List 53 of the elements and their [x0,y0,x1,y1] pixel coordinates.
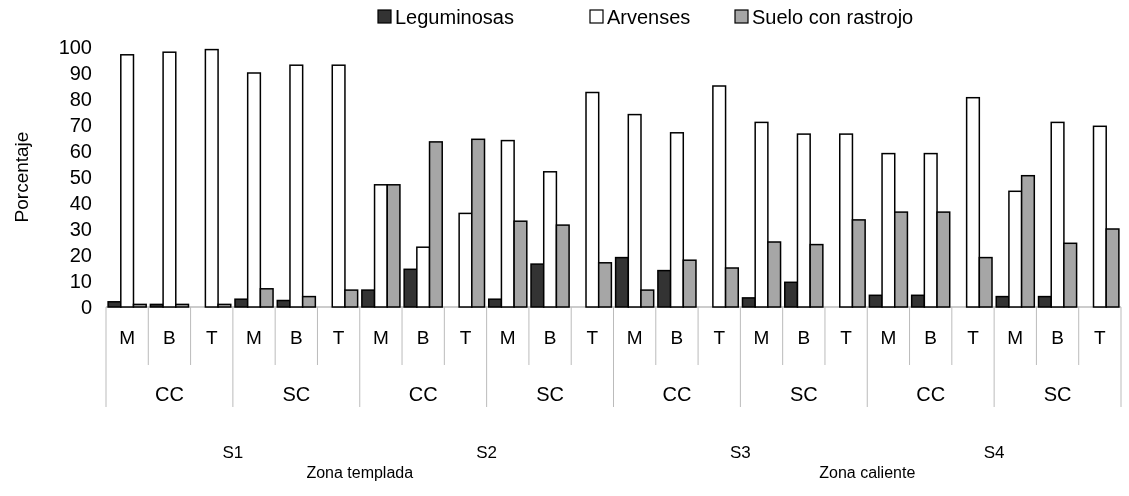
x-tick-label: M [499,327,516,348]
legend-label: Arvenses [607,6,691,28]
y-tick-label: 90 [69,62,92,84]
x-tick-label: M [246,327,262,348]
text: CC [154,383,184,405]
y-tick-label: 80 [69,88,92,110]
y-tick-label: 10 [69,270,92,292]
x-tick-label: B [797,327,811,348]
x-tick-label: B [1051,327,1064,348]
y-tick-label: 40 [69,192,92,214]
x-tick-label: M [626,327,643,348]
text: Zona caliente [819,464,916,481]
y-tick-label: 30 [69,218,92,240]
x-tick-label: T [205,327,218,348]
x-tick-label: B [924,327,938,348]
text: S2 [476,443,498,462]
text: SC [1043,383,1072,405]
x-tick-label: M [119,327,136,348]
text: SC [282,383,311,405]
x-tick-label: M [372,327,389,348]
y-tick-label: 100 [58,36,92,58]
x-tick-label: T [840,327,853,348]
y-tick-label: 70 [69,114,92,136]
x-tick-label: T [713,327,726,348]
x-tick-label: B [289,327,303,348]
x-tick-label: M [753,327,770,348]
x-tick-label: T [1094,327,1107,348]
y-axis-title: Porcentaje [11,131,32,223]
x-tick-label: T [459,327,472,348]
text: S1 [222,443,244,462]
text: SC [789,383,818,405]
text: CC [408,383,438,405]
y-tick-label: 60 [69,140,92,162]
y-tick-label: 50 [69,166,92,188]
x-tick-label: M [1007,327,1024,348]
text: S4 [983,443,1005,462]
text: Zona templada [306,464,414,481]
x-tick-label: T [967,327,980,348]
y-tick-label: 20 [69,244,92,266]
legend-label: Leguminosas [395,6,514,28]
x-tick-label: T [586,327,599,348]
x-tick-label: B [163,327,176,348]
x-tick-label: B [416,327,430,348]
x-tick-label: B [670,327,684,348]
x-tick-label: B [543,327,557,348]
y-tick-label: 0 [80,296,92,318]
x-tick-label: M [880,327,897,348]
x-tick-label: T [332,327,345,348]
text: SC [536,383,564,405]
legend-label: Suelo con rastrojo [752,6,914,28]
text: S3 [729,443,751,462]
text: CC [662,383,692,405]
text: CC [916,383,946,405]
